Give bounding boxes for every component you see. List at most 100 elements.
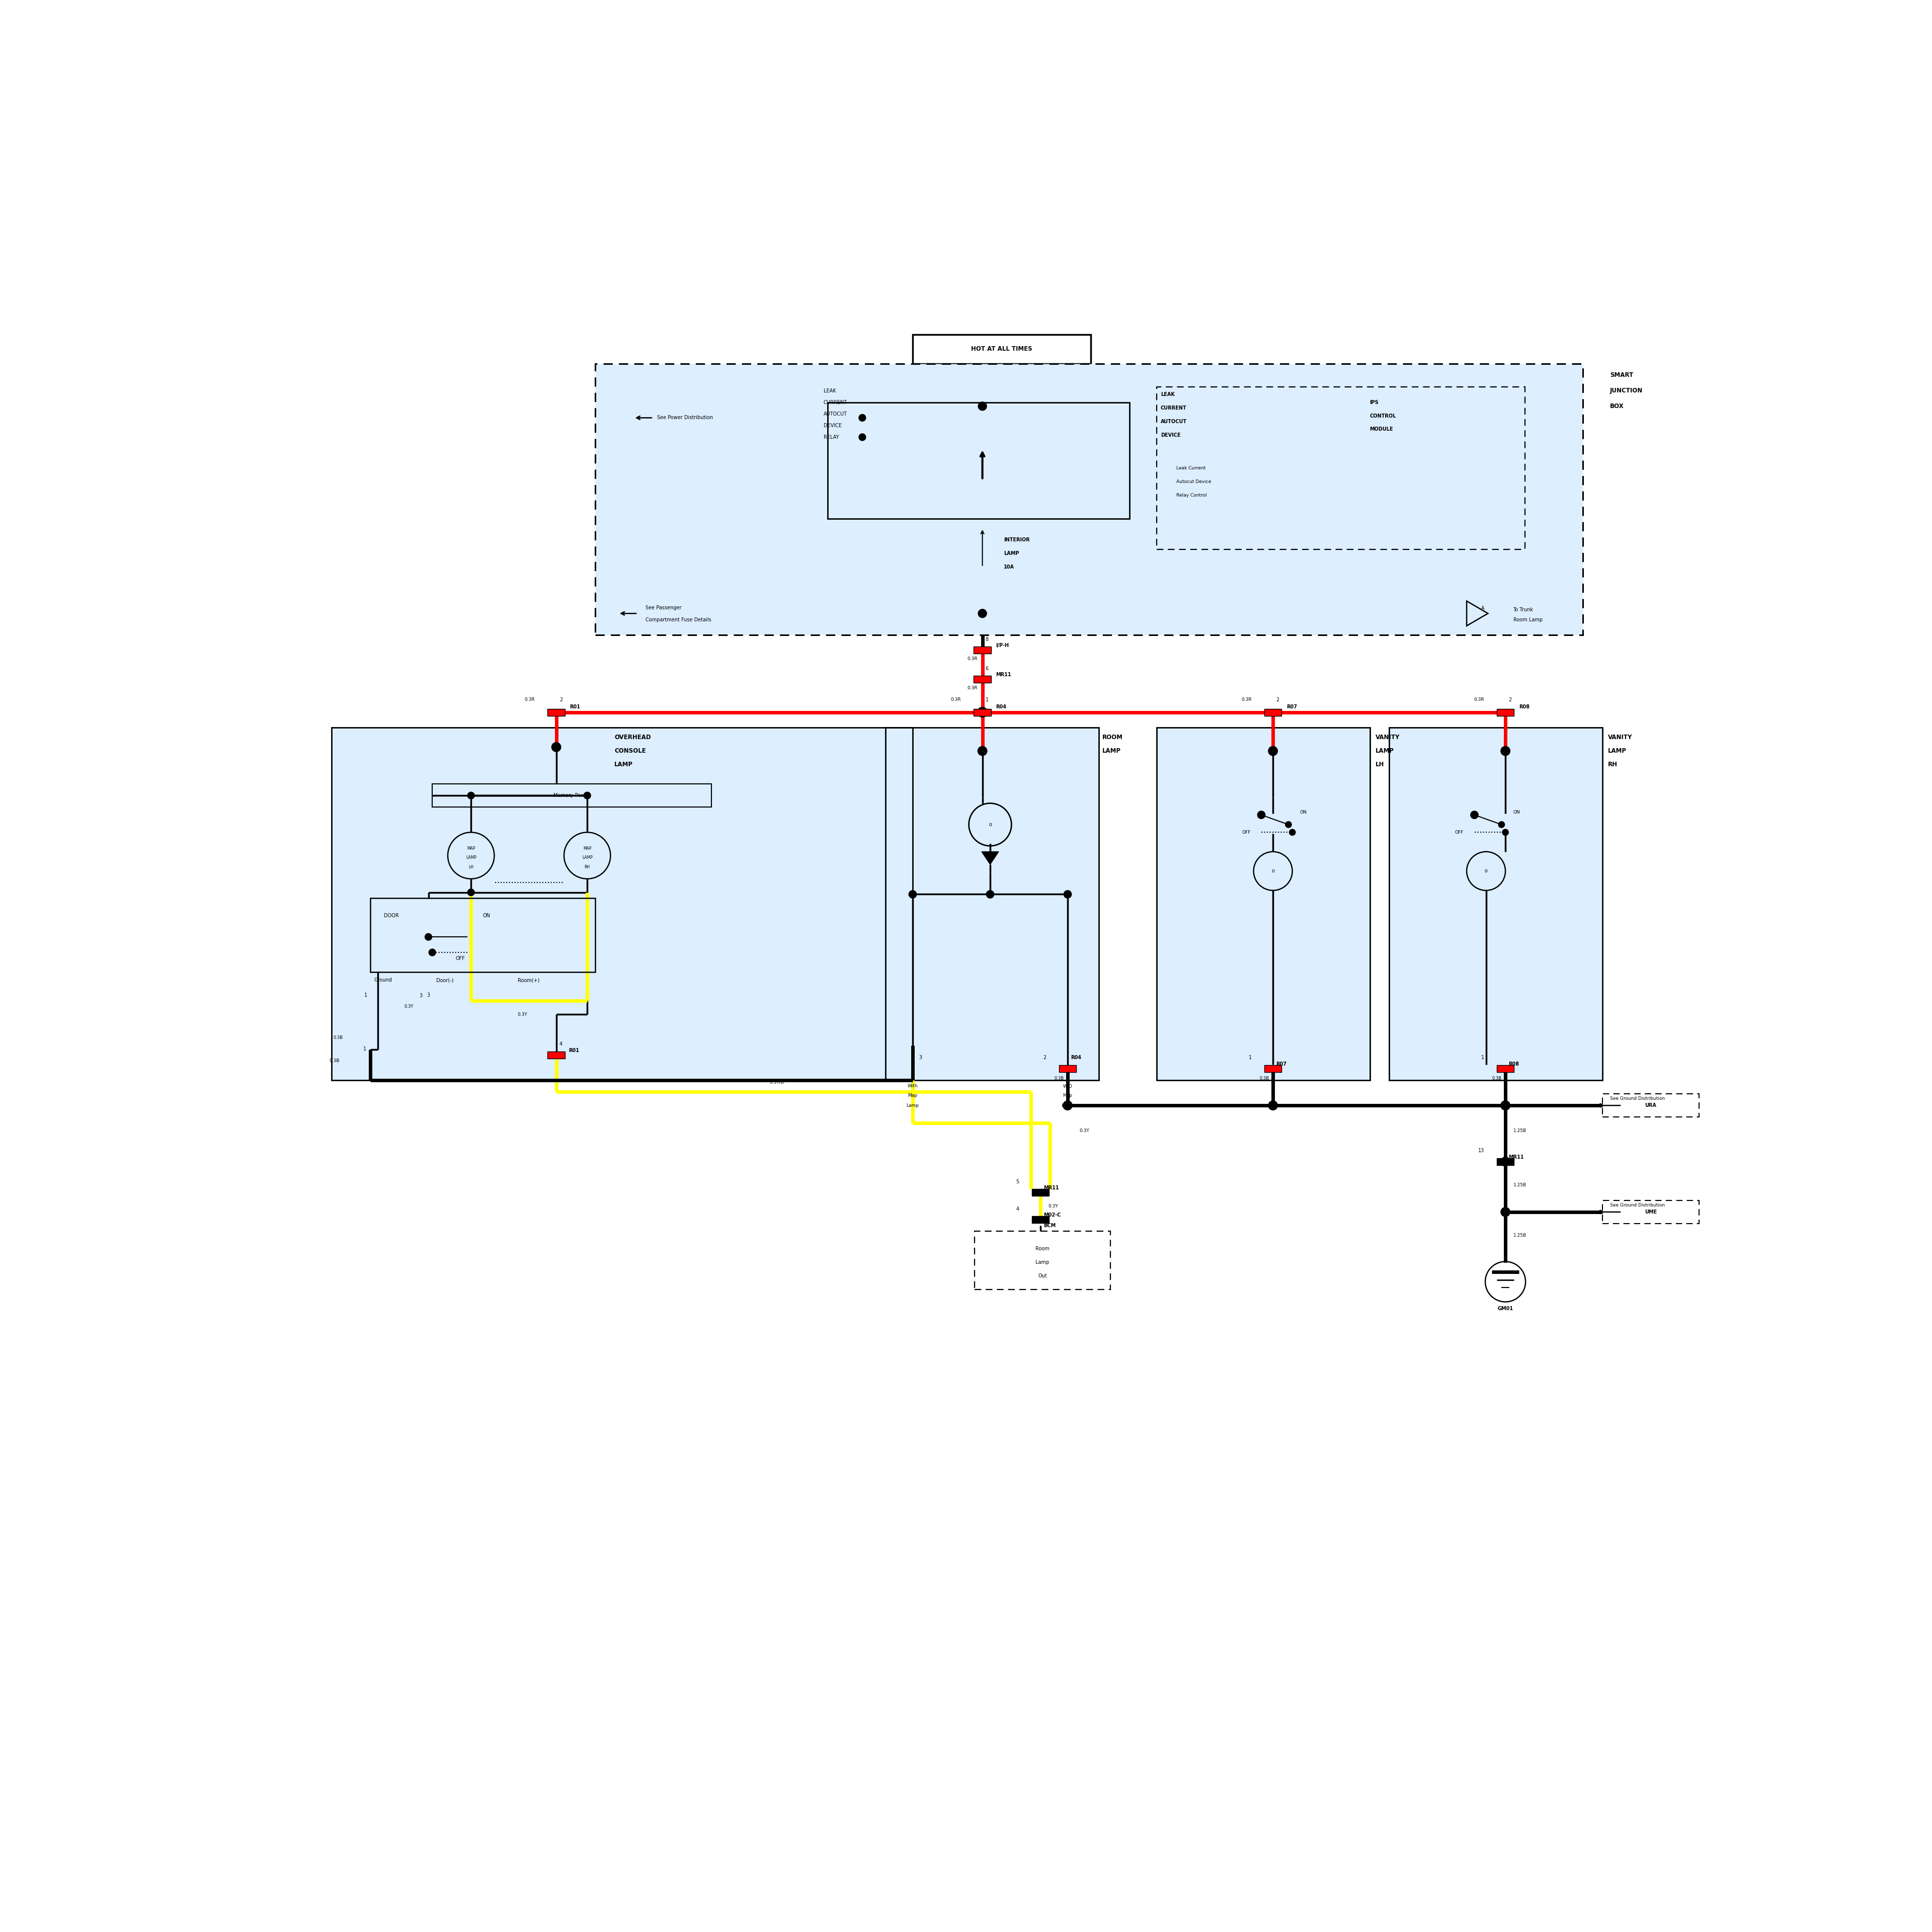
Bar [1032,1217,1049,1223]
Text: 1.25B: 1.25B [1513,1128,1526,1132]
Bar [974,1231,1111,1289]
Bar [1602,1200,1698,1223]
Circle shape [1501,1101,1511,1111]
Text: JUNCTION: JUNCTION [1609,388,1642,394]
Text: BOX: BOX [1609,404,1625,410]
Text: W/O: W/O [1063,1084,1072,1088]
Bar [1032,1188,1049,1196]
Text: 3: 3 [427,993,431,997]
Text: 0.3B: 0.3B [1260,1076,1269,1080]
Bar [1157,728,1370,1080]
Text: 0.3Y: 0.3Y [1049,1204,1059,1208]
Bar [974,709,991,715]
Text: 0.3R: 0.3R [951,697,960,701]
Text: LAMP: LAMP [1103,748,1121,753]
Circle shape [1501,1101,1511,1111]
Text: Lamp: Lamp [1061,1103,1074,1107]
Text: 8: 8 [985,638,989,641]
Bar [1602,1094,1698,1117]
Text: 0.3B: 0.3B [1492,1076,1501,1080]
Text: 4: 4 [560,1041,562,1047]
Text: LAMP: LAMP [614,761,634,767]
Text: R07: R07 [1275,1061,1287,1066]
Bar [547,1051,564,1059]
Text: MAP: MAP [583,846,591,850]
Bar [1264,1065,1281,1072]
Circle shape [908,891,916,898]
Text: HOT AT ALL TIMES: HOT AT ALL TIMES [972,346,1032,352]
Text: Memory Power: Memory Power [554,792,589,798]
Text: Autocut Device: Autocut Device [1177,479,1211,485]
Text: 2: 2 [1275,697,1279,703]
Text: 0.3Y: 0.3Y [518,1012,527,1016]
Text: 0.3B: 0.3B [334,1036,344,1039]
Circle shape [468,889,475,896]
Text: o: o [989,821,991,827]
Text: o: o [1484,869,1488,873]
Text: M02-C: M02-C [1043,1213,1061,1217]
Text: LH: LH [469,866,473,869]
Text: Compartment Fuse Details: Compartment Fuse Details [645,618,711,622]
Text: 0.3R: 0.3R [526,697,535,701]
Text: SMART: SMART [1609,371,1633,379]
Text: MODULE: MODULE [1370,427,1393,433]
Circle shape [1267,746,1277,755]
Circle shape [429,949,437,956]
Circle shape [553,742,560,752]
Text: See Ground Distribution: See Ground Distribution [1609,1204,1665,1208]
Text: Ground: Ground [375,978,392,983]
Circle shape [985,891,995,898]
Bar [1497,709,1515,715]
Circle shape [1285,821,1293,827]
Text: 3: 3 [920,1055,922,1061]
Text: CONSOLE: CONSOLE [614,748,645,753]
Text: 5: 5 [1016,1179,1020,1184]
Text: AUTOCUT: AUTOCUT [823,412,848,417]
Text: LEAK: LEAK [823,388,837,394]
Text: MR11: MR11 [1043,1186,1059,1190]
Circle shape [1501,1208,1511,1217]
Circle shape [1258,811,1265,819]
Bar [1264,709,1281,715]
Text: With: With [908,1084,918,1088]
Text: GM01: GM01 [1497,1306,1513,1312]
Text: 13: 13 [1478,1148,1484,1153]
Text: 6: 6 [985,667,989,670]
Circle shape [1470,811,1478,819]
Text: MR11: MR11 [997,672,1010,676]
Bar [433,784,711,808]
Text: DEVICE: DEVICE [823,423,842,429]
Bar [371,898,595,972]
Text: Room(+): Room(+) [518,978,539,983]
Text: 4: 4 [1016,1206,1020,1211]
Text: AUTOCUT: AUTOCUT [1161,419,1186,425]
Text: Map: Map [908,1094,918,1097]
Bar [1389,728,1602,1080]
Text: 1: 1 [1248,1055,1252,1061]
Bar [974,647,991,653]
Bar [827,402,1130,518]
Text: UME: UME [1644,1209,1658,1215]
Text: 1.25B: 1.25B [1513,1182,1526,1186]
Text: OFF: OFF [456,956,466,960]
Text: 0.3R: 0.3R [1474,697,1484,701]
Bar [595,363,1582,636]
Bar [332,728,912,1080]
Text: ON: ON [1513,810,1520,815]
Text: Lamp: Lamp [1036,1260,1049,1265]
Circle shape [1499,821,1505,827]
Text: Out: Out [1037,1273,1047,1279]
Text: VANITY: VANITY [1376,734,1401,740]
Text: OFF: OFF [1455,831,1464,835]
Text: Room: Room [1036,1246,1049,1252]
Bar [1059,1065,1076,1072]
Bar [1497,1065,1515,1072]
Bar [332,728,912,1080]
Text: 0.3R: 0.3R [1240,697,1252,701]
Text: R08: R08 [1509,1061,1519,1066]
Text: Leak Current: Leak Current [1177,466,1206,469]
Text: LAMP: LAMP [466,856,477,860]
Circle shape [1289,829,1296,835]
Text: LAMP: LAMP [1005,551,1018,556]
Circle shape [1501,1157,1511,1167]
